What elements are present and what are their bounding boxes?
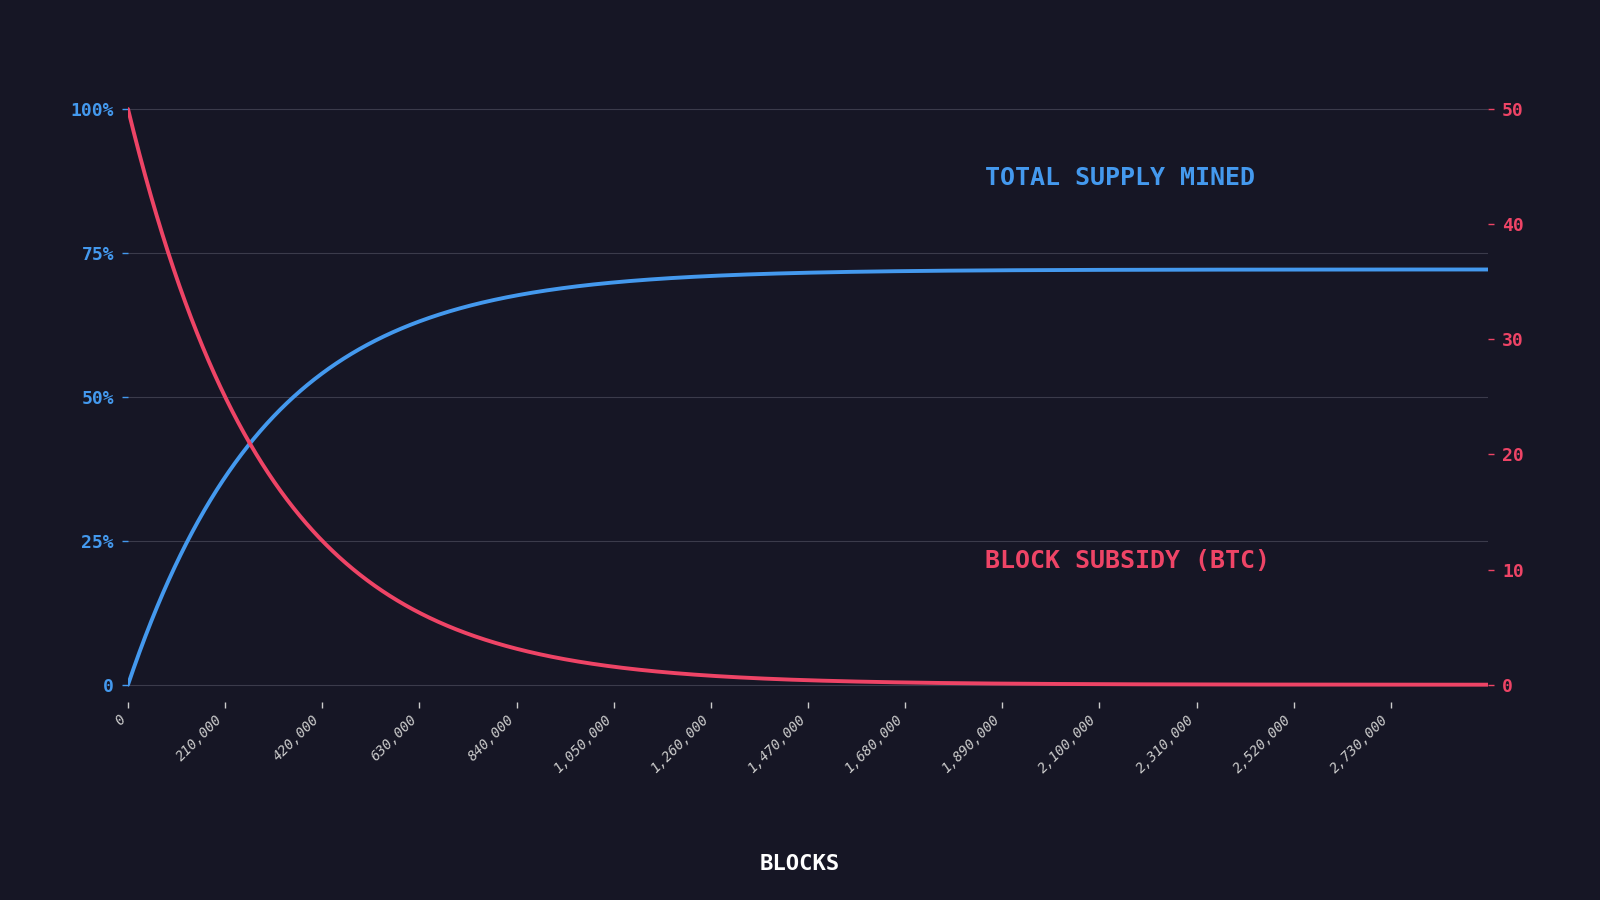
Text: BLOCK SUBSIDY (BTC): BLOCK SUBSIDY (BTC) bbox=[984, 549, 1270, 573]
Text: BLOCKS: BLOCKS bbox=[760, 854, 840, 874]
Text: TOTAL SUPPLY MINED: TOTAL SUPPLY MINED bbox=[984, 166, 1254, 190]
